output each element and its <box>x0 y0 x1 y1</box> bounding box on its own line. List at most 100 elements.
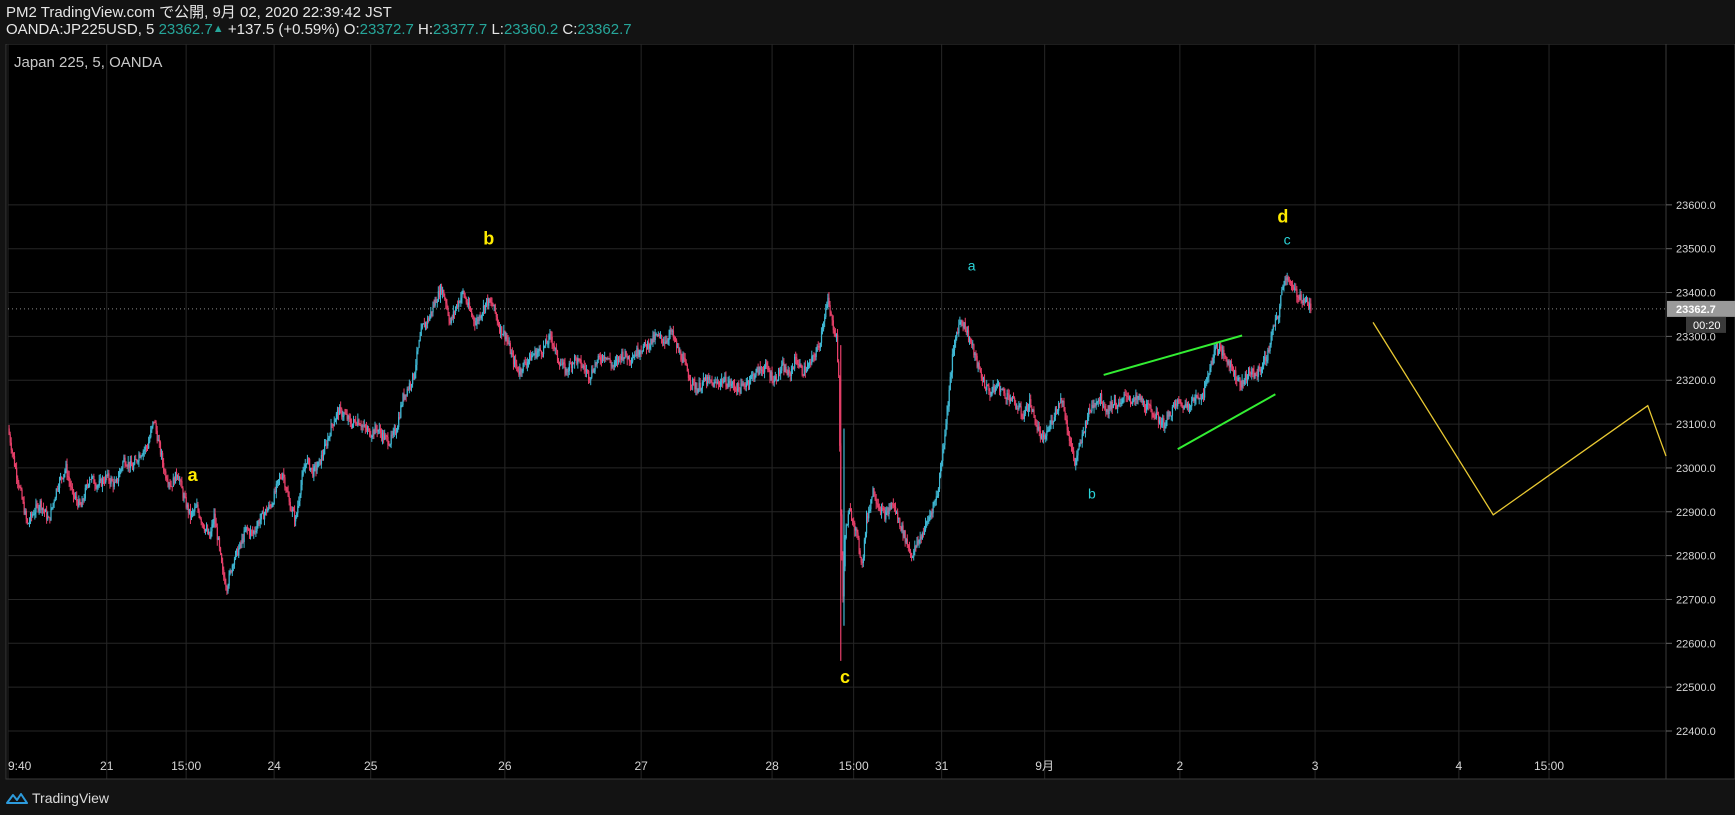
candle-body <box>574 355 576 364</box>
candle-body <box>709 379 711 381</box>
candle-body <box>344 413 346 415</box>
candle-body <box>295 517 297 522</box>
candle-body <box>78 499 80 507</box>
candle-body <box>975 353 977 356</box>
candle-body <box>1181 402 1183 407</box>
candle-body <box>946 409 948 425</box>
candle-body <box>1011 396 1014 402</box>
candle-body <box>52 503 54 508</box>
chart-title: Japan 225, 5, OANDA <box>14 54 162 71</box>
candle-body <box>511 352 514 355</box>
candle-body <box>998 382 1000 385</box>
candle-body <box>288 496 290 502</box>
candle-body <box>1153 415 1155 418</box>
candle-body <box>1295 288 1297 290</box>
candle-body <box>756 367 758 370</box>
candle-body <box>265 509 267 514</box>
candle-body <box>940 465 942 477</box>
candle-body <box>1141 397 1144 403</box>
candle-body <box>148 441 150 449</box>
candle-body <box>696 388 698 394</box>
candle-body <box>392 430 394 435</box>
candle-body <box>1213 350 1215 358</box>
candle-body <box>185 497 187 508</box>
candle-body <box>1058 402 1060 411</box>
candle-body <box>478 315 480 322</box>
candle-body <box>839 375 841 446</box>
candle-body <box>169 483 171 486</box>
candle-body <box>1226 361 1228 364</box>
time-axis[interactable]: 9:40 21 15:00 24 25 26 27 28 15:00 31 9月 2 3 4 15:00 <box>6 759 1666 780</box>
candle-body <box>841 514 843 556</box>
candle-body <box>309 459 311 470</box>
candle-body <box>988 386 990 392</box>
candle-body <box>1003 388 1005 394</box>
low-value: 23360.2 <box>503 21 559 38</box>
candle-body <box>925 523 927 530</box>
candle-body <box>905 539 907 543</box>
candle-body <box>39 500 41 508</box>
candle-body <box>906 539 908 546</box>
candle-body <box>384 435 386 440</box>
price-tick-label: 22400.0 <box>1676 726 1716 738</box>
candle-body <box>51 507 53 509</box>
candle-body <box>592 369 594 373</box>
wave-label: a <box>188 465 199 485</box>
candle-body <box>745 383 748 387</box>
candle-body <box>1287 277 1289 281</box>
candle-body <box>386 435 388 438</box>
candle-body <box>415 364 417 373</box>
price-axis[interactable]: 22400.0 22500.0 22600.0 22700.0 22800.0 22900… <box>1666 200 1735 738</box>
candle-body <box>898 518 900 520</box>
candle-body <box>781 364 783 371</box>
candle-body <box>585 370 588 372</box>
open-label: O: <box>343 21 360 38</box>
candle-body <box>162 453 164 463</box>
candle-body <box>1050 420 1052 425</box>
candle-body <box>340 407 342 409</box>
candle-body <box>100 478 103 487</box>
candle-body <box>64 470 66 475</box>
candle-body <box>157 439 159 441</box>
candle-body <box>886 510 888 513</box>
candle-body <box>471 311 473 316</box>
candle-body <box>482 305 485 313</box>
candle-body <box>974 353 976 356</box>
candle-body <box>1002 388 1004 390</box>
candle-body <box>739 388 741 394</box>
candle-body <box>923 529 926 535</box>
candle-body <box>60 476 62 479</box>
candle-body <box>1155 412 1157 419</box>
candle-body <box>168 483 170 485</box>
candle-body <box>1024 410 1027 414</box>
candle-body <box>1112 404 1115 408</box>
candle-body <box>850 511 853 521</box>
candle-body <box>787 369 789 375</box>
candle-body <box>806 366 809 371</box>
candle-body <box>1281 289 1283 296</box>
candle-body <box>614 361 617 363</box>
candle-body <box>1008 395 1010 402</box>
candle-body <box>345 413 347 415</box>
candle-body <box>180 480 182 482</box>
candle-body <box>992 385 994 392</box>
candle-body <box>359 424 361 426</box>
candle-body <box>1065 418 1067 421</box>
candle-body <box>1174 404 1176 406</box>
candle-body <box>158 439 161 443</box>
price-tick-label: 22600.0 <box>1676 638 1716 650</box>
candle-body <box>1080 442 1082 444</box>
candle-body <box>361 425 363 428</box>
candle-body <box>613 362 616 367</box>
candle-body <box>1286 277 1288 281</box>
candle-body <box>473 316 475 321</box>
candle-body <box>1258 366 1260 370</box>
candle-body <box>569 363 572 365</box>
candle-body <box>298 500 300 506</box>
time-tick-label: 4 <box>1456 759 1463 773</box>
candle-body <box>967 330 970 341</box>
candle-body <box>364 425 367 428</box>
candle-body <box>1139 394 1141 400</box>
